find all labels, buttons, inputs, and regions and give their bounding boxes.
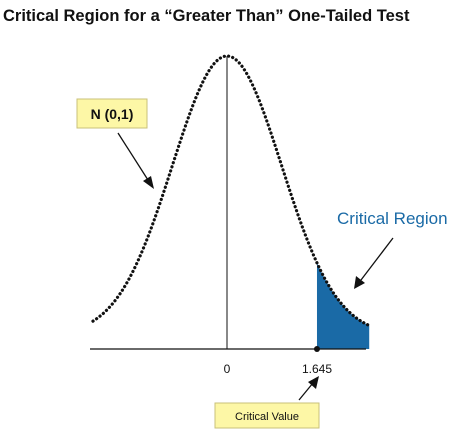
distribution-arrow <box>117 132 154 189</box>
normal-curve <box>91 54 371 328</box>
tick-label-critical: 1.645 <box>302 362 332 376</box>
tick-label-mean: 0 <box>224 362 231 376</box>
diagram-title: Critical Region for a “Greater Than” One… <box>3 7 410 25</box>
distribution-label-box: N (0,1) <box>76 98 148 129</box>
critical-value-arrow <box>298 376 319 401</box>
distribution-label: N (0,1) <box>91 106 134 122</box>
critical-value-label: Critical Value <box>235 411 299 423</box>
critical-value-point <box>313 346 320 352</box>
critical-value-label-box: Critical Value <box>214 402 320 429</box>
critical-region-arrow <box>354 237 394 289</box>
critical-region-label: Critical Region <box>337 209 448 228</box>
